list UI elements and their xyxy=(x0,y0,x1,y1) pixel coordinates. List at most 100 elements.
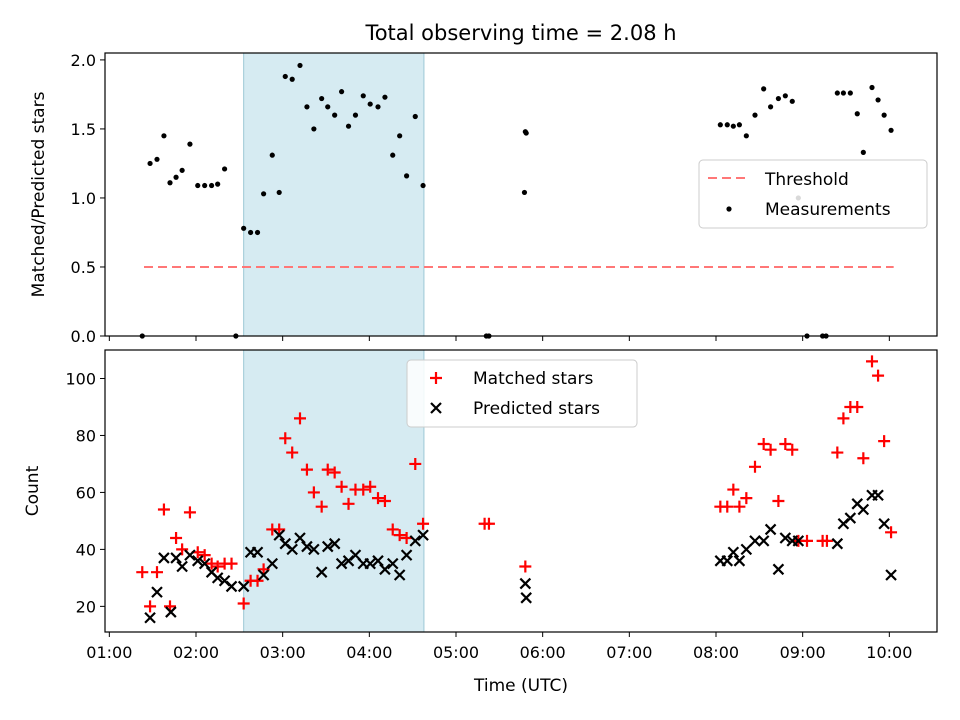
y-tick-label: 0.5 xyxy=(71,258,96,277)
measurement-point xyxy=(521,189,528,196)
matched-star-point xyxy=(364,480,377,493)
measurement-point xyxy=(345,123,352,129)
predicted-star-point xyxy=(721,555,734,567)
measurement-point xyxy=(523,130,529,136)
matched-star-point xyxy=(273,523,286,536)
measurement-point xyxy=(390,152,396,158)
series-measurements xyxy=(139,62,894,339)
y-tick-label: 0.0 xyxy=(71,327,96,346)
measurement-point xyxy=(875,97,881,103)
measurement-point xyxy=(222,166,228,172)
measurement-point xyxy=(881,112,887,118)
matched-star-point xyxy=(519,560,532,573)
predicted-star-point xyxy=(335,557,348,570)
predicted-star-point xyxy=(393,569,406,581)
measurement-point xyxy=(736,122,743,128)
predicted-star-point xyxy=(191,555,204,567)
predicted-star-point xyxy=(417,529,429,541)
matched-star-point xyxy=(321,463,334,476)
matched-star-point xyxy=(837,412,850,425)
measurement-point xyxy=(311,126,317,132)
legend-matched-swatch xyxy=(430,372,442,384)
x-tick-label: 06:00 xyxy=(520,643,566,662)
x-tick-label: 10:00 xyxy=(866,643,912,662)
measurement-point xyxy=(412,113,418,120)
predicted-star-point xyxy=(198,557,211,570)
y-axis-label: Matched/Predicted stars xyxy=(29,91,49,297)
matched-star-point xyxy=(386,523,399,536)
matched-star-point xyxy=(286,446,299,459)
matched-star-point xyxy=(400,532,413,544)
predicted-star-point xyxy=(301,540,313,553)
measurement-point xyxy=(161,133,167,139)
legend-predicted-label: Predicted stars xyxy=(473,399,600,419)
x-tick-label: 04:00 xyxy=(346,643,392,662)
measurement-point xyxy=(854,111,860,117)
matched-star-point xyxy=(315,500,328,513)
matched-star-point xyxy=(801,534,813,547)
measurement-point xyxy=(339,89,345,95)
measurement-point xyxy=(382,94,388,100)
matched-star-point xyxy=(878,435,891,448)
measurement-point xyxy=(752,112,758,118)
matched-star-point xyxy=(176,543,189,556)
measurement-point xyxy=(276,189,282,196)
measurement-point xyxy=(888,127,894,133)
predicted-star-point xyxy=(519,577,532,590)
predicted-star-point xyxy=(184,549,196,561)
measurement-point xyxy=(202,182,208,189)
measurement-point xyxy=(367,101,373,107)
measurement-point xyxy=(282,73,288,80)
matched-star-point xyxy=(170,532,183,544)
measurement-point xyxy=(397,133,403,139)
series-predicted-stars xyxy=(144,489,897,624)
y-tick-label: 1.0 xyxy=(71,189,96,208)
axes-frame xyxy=(104,349,938,633)
predicted-star-point xyxy=(266,557,279,570)
measurement-point xyxy=(195,182,201,189)
count-panel: 20 40 60 80 100 01:00 02:00 03:00 04:00 05:00 06:0… xyxy=(23,349,938,696)
measurement-point xyxy=(269,152,275,158)
predicted-star-point xyxy=(170,552,182,564)
predicted-star-point xyxy=(400,549,413,561)
predicted-star-point xyxy=(749,535,761,547)
matched-star-point xyxy=(144,600,157,613)
predicted-star-point xyxy=(251,546,264,559)
predicted-star-point xyxy=(792,535,805,547)
x-tick-label: 02:00 xyxy=(173,643,219,662)
predicted-star-point xyxy=(225,580,238,593)
x-tick-label: 05:00 xyxy=(433,643,479,662)
observing-window-band xyxy=(243,349,425,633)
predicted-star-point xyxy=(844,512,857,524)
predicted-star-point xyxy=(885,569,897,581)
measurement-point xyxy=(840,90,847,96)
matched-star-point xyxy=(866,355,878,368)
measurement-point xyxy=(154,156,160,162)
legend-box xyxy=(698,159,928,229)
measurement-point xyxy=(717,122,723,128)
x-axis-label: Time (UTC) xyxy=(473,676,568,696)
observing-window-band xyxy=(243,52,425,337)
matched-star-point xyxy=(482,517,495,530)
measurement-point xyxy=(173,174,179,180)
matched-star-point xyxy=(136,566,149,579)
predicted-star-point xyxy=(286,543,298,556)
y-tick-label: 100 xyxy=(65,369,96,388)
matched-star-point xyxy=(198,549,211,562)
matched-star-point xyxy=(727,483,740,496)
predicted-star-point xyxy=(211,572,224,584)
measurement-point xyxy=(768,104,774,110)
predicted-star-point xyxy=(237,580,250,593)
measurement-point xyxy=(404,173,410,179)
measurement-point xyxy=(248,229,254,236)
matched-star-point xyxy=(211,560,224,573)
measurement-point xyxy=(724,122,730,128)
matched-star-point xyxy=(786,443,799,456)
predicted-star-point xyxy=(878,517,890,530)
measurement-point xyxy=(847,90,853,96)
measurement-point xyxy=(187,141,193,147)
matched-star-point xyxy=(237,597,250,610)
x-tick-label: 03:00 xyxy=(260,643,306,662)
measurement-point xyxy=(297,62,303,69)
predicted-star-point xyxy=(733,555,746,567)
